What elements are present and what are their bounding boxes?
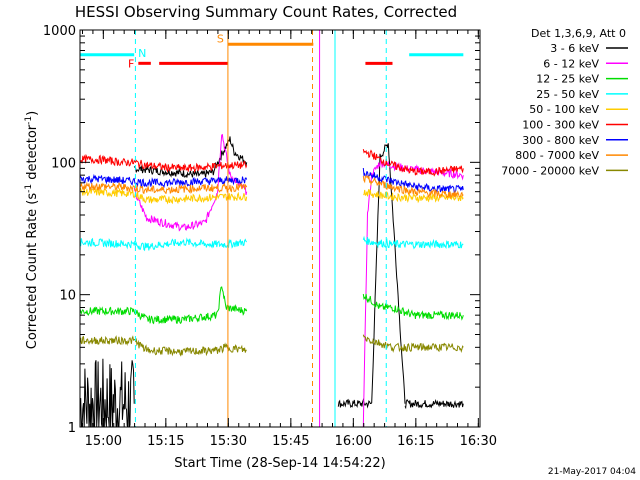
legend-entry-4: 50 - 100 keV <box>529 103 599 116</box>
vlines-layer <box>134 30 387 427</box>
x-tick-label-1: 15:15 <box>147 434 184 449</box>
series-1 <box>133 133 464 427</box>
y-axis-ticks: 1 10 100 1000 <box>43 24 480 436</box>
legend-entry-5: 100 - 300 keV <box>522 119 599 132</box>
series-0-segment-0 <box>80 358 135 427</box>
x-axis-ticks: 15:00 15:15 15:30 15:45 16:00 16:15 16:30 <box>82 30 497 449</box>
chart-title: HESSI Observing Summary Count Rates, Cor… <box>75 3 457 21</box>
flag-F-label: F <box>128 57 134 70</box>
x-tick-label-4: 16:00 <box>335 434 372 449</box>
series-4-segment-1 <box>363 188 464 204</box>
series-0-segment-3 <box>404 398 464 410</box>
series-8 <box>80 334 464 357</box>
plot-area <box>80 133 464 427</box>
series-7 <box>80 174 464 200</box>
series-7-segment-1 <box>362 174 464 200</box>
x-tick-label-6: 16:30 <box>460 434 497 449</box>
y-tick-label-3: 1000 <box>43 24 76 39</box>
x-tick-label-3: 15:45 <box>272 434 309 449</box>
y-tick-label-0: 1 <box>68 421 76 436</box>
flag-N-label: N <box>138 47 146 60</box>
x-axis-label: Start Time (28-Sep-14 14:54:22) <box>174 456 385 471</box>
series-2-segment-1 <box>362 293 464 321</box>
series-2-segment-0 <box>80 286 248 325</box>
series-2 <box>80 286 464 325</box>
series-8-segment-0 <box>80 335 247 357</box>
legend-entry-3: 25 - 50 keV <box>536 88 599 101</box>
series-5-segment-0 <box>80 154 248 174</box>
axes <box>79 29 481 428</box>
y-tick-label-2: 100 <box>51 156 76 171</box>
legend-entry-6: 300 - 800 keV <box>522 134 599 147</box>
legend: Det 1,3,6,9, Att 0 3 - 6 keV 6 - 12 keV 12… <box>501 27 628 177</box>
series-6-segment-0 <box>80 173 248 189</box>
y-axis-label: Corrected Count Rate (s-1 detector-1) <box>24 111 40 349</box>
series-4 <box>80 187 464 205</box>
legend-entry-7: 800 - 7000 keV <box>515 149 599 162</box>
flag-S-label: S <box>217 32 224 45</box>
plot-frame <box>79 29 481 428</box>
flags-layer: NF S <box>80 32 464 70</box>
series-3-segment-0 <box>80 237 248 252</box>
x-tick-label-2: 15:30 <box>210 434 247 449</box>
x-tick-label-5: 16:15 <box>397 434 434 449</box>
series-0-segment-2 <box>337 143 406 409</box>
footer-timestamp: 21-May-2017 04:04 <box>548 467 636 477</box>
x-tick-label-0: 15:00 <box>85 434 122 449</box>
series-8-segment-1 <box>362 334 464 353</box>
series-3 <box>80 235 464 252</box>
series-5 <box>80 148 464 177</box>
legend-entry-2: 12 - 25 keV <box>536 73 599 86</box>
series-0-segment-1 <box>133 136 248 178</box>
series-0 <box>80 136 464 427</box>
legend-entry-1: 6 - 12 keV <box>543 57 599 70</box>
series-5-segment-1 <box>362 148 464 177</box>
series-6-segment-1 <box>362 167 464 194</box>
y-tick-label-1: 10 <box>59 289 76 304</box>
legend-entry-8: 7000 - 20000 keV <box>501 164 599 177</box>
series-4-segment-0 <box>80 187 248 205</box>
series-7-segment-0 <box>80 181 248 195</box>
legend-header: Det 1,3,6,9, Att 0 <box>531 27 626 40</box>
series-6 <box>80 167 464 194</box>
legend-entry-0: 3 - 6 keV <box>550 42 599 55</box>
series-3-segment-1 <box>362 235 464 250</box>
